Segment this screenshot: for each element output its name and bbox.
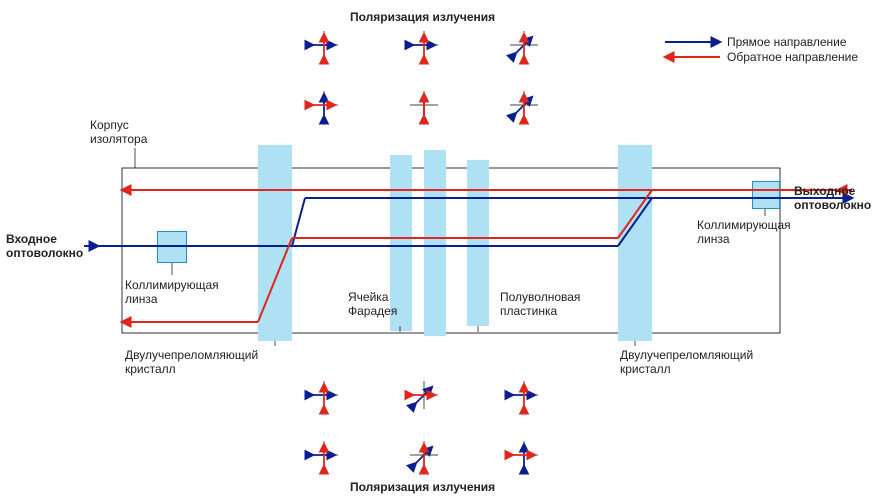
- diagram-canvas: Прямое направление Обратное направление …: [0, 0, 872, 501]
- leader-lines: [0, 0, 872, 501]
